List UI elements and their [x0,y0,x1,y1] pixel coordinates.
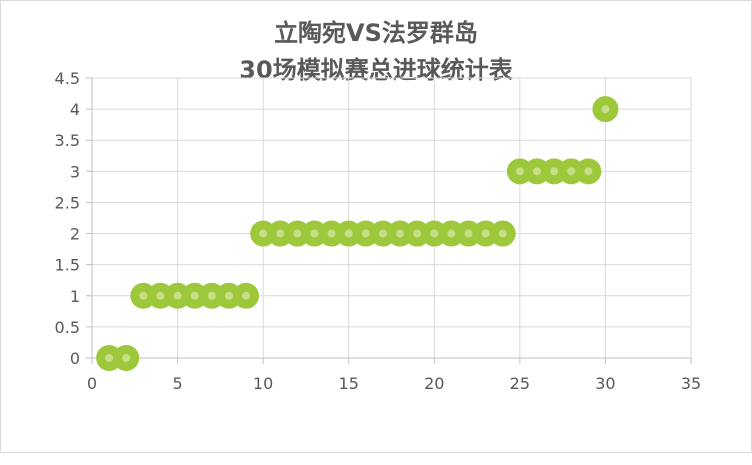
axes [86,77,692,364]
data-point-center [242,291,251,300]
data-point-center [567,167,576,176]
y-tick-labels: 0 0.5 1 1.5 2 2.5 3 3.5 4 4.5 [55,69,80,368]
data-point-center [378,229,387,238]
data-point-center [224,291,233,300]
data-point-center [276,229,285,238]
y-tick-label: 4.5 [55,69,80,88]
chart-title-line2: 30场模拟赛总进球统计表 [239,56,513,84]
data-point-center [447,229,456,238]
y-tick-label: 3.5 [55,131,80,150]
x-tick-label: 30 [595,374,615,393]
x-tick-labels: 0 5 10 15 20 25 30 35 [87,374,701,393]
x-tick-label: 0 [87,374,97,393]
y-tick-label: 2.5 [55,193,80,212]
data-point-center [327,229,336,238]
x-tick-label: 35 [681,374,701,393]
data-point-center [173,291,182,300]
data-point-center [601,105,610,114]
data-point-center [344,229,353,238]
data-point-center [361,229,370,238]
data-point [592,96,619,123]
data-point-center [259,229,268,238]
x-tick-label: 15 [339,374,359,393]
data-point [489,220,516,247]
chart-title-line1: 立陶宛VS法罗群岛 [274,19,478,47]
y-tick-label: 3 [70,162,80,181]
data-point-center [293,229,302,238]
y-tick-label: 0 [70,349,80,368]
data-points [96,96,619,371]
data-point-center [515,167,524,176]
data-point-center [550,167,559,176]
data-point-center [122,354,131,362]
data-point-center [139,291,148,300]
data-point-center [396,229,405,238]
data-point [233,282,260,309]
y-tick-label: 0.5 [55,318,80,337]
data-point [575,158,602,185]
data-point-center [532,167,541,176]
data-point-center [190,291,199,300]
data-point [113,345,140,371]
data-point-center [464,229,473,238]
data-point-center [498,229,507,238]
x-tick-label: 20 [424,374,444,393]
data-point-center [156,291,165,300]
data-point-center [481,229,490,238]
data-point-center [105,354,114,362]
data-point-center [310,229,319,238]
data-point-center [413,229,422,238]
data-point-center [584,167,593,176]
y-tick-label: 1.5 [55,256,80,275]
y-tick-label: 4 [70,100,80,119]
x-tick-label: 5 [172,374,182,393]
data-point-center [430,229,439,238]
x-tick-label: 25 [510,374,530,393]
x-tick-label: 10 [253,374,273,393]
y-tick-label: 1 [70,287,80,306]
y-tick-label: 2 [70,225,80,244]
data-point-center [207,291,216,300]
